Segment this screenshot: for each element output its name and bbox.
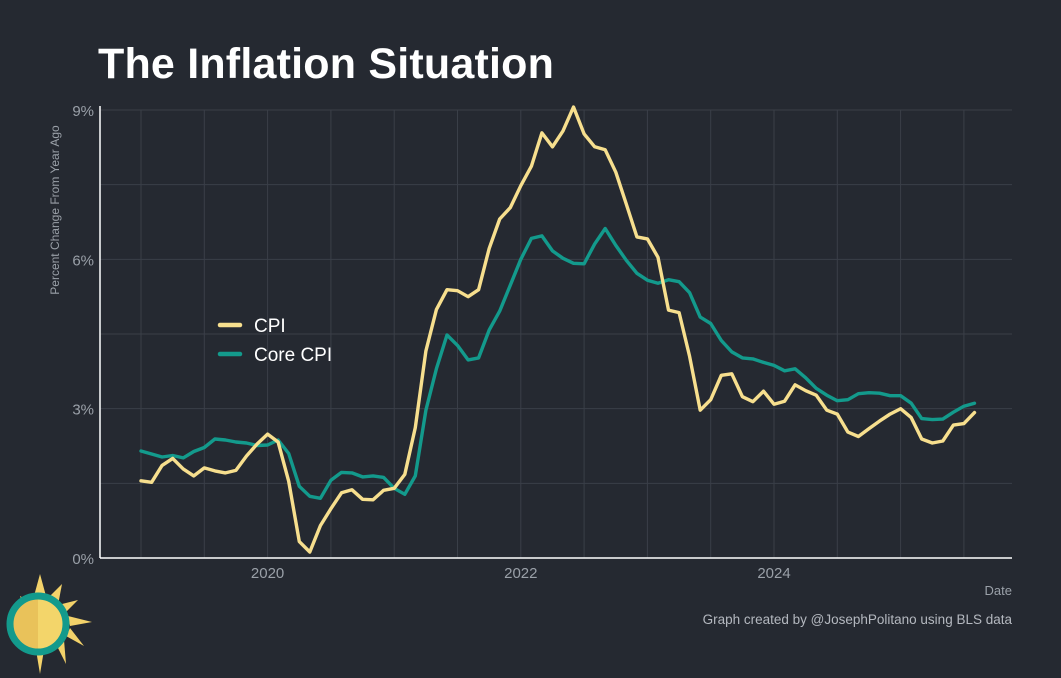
- x-tick-label: 2020: [251, 565, 284, 582]
- series-lines: [139, 105, 977, 554]
- y-tick-label: 0%: [72, 551, 94, 568]
- y-tick-label: 6%: [72, 252, 94, 269]
- legend-label-core-cpi: Core CPI: [254, 345, 332, 366]
- legend-label-cpi: CPI: [254, 316, 286, 337]
- grid-lines: [100, 109, 1012, 559]
- x-tick-label: 2024: [757, 565, 790, 582]
- x-tick-label: 2022: [504, 565, 537, 582]
- y-axis-title: Percent Change From Year Ago: [48, 125, 62, 295]
- source-credit: Graph created by @JosephPolitano using B…: [702, 612, 1012, 627]
- y-tick-label: 3%: [72, 402, 94, 419]
- x-axis-title: Date: [985, 583, 1012, 598]
- axes: 0% 3% 6% 9% 2020 2022 2024 Date Percent Change F…: [48, 103, 1012, 598]
- sun-logo-icon: [6, 574, 92, 674]
- series-line-cpi: [139, 105, 977, 554]
- chart-title: The Inflation Situation: [98, 40, 555, 88]
- legend: CPI Core CPI: [217, 316, 332, 366]
- y-tick-label: 9%: [72, 103, 94, 120]
